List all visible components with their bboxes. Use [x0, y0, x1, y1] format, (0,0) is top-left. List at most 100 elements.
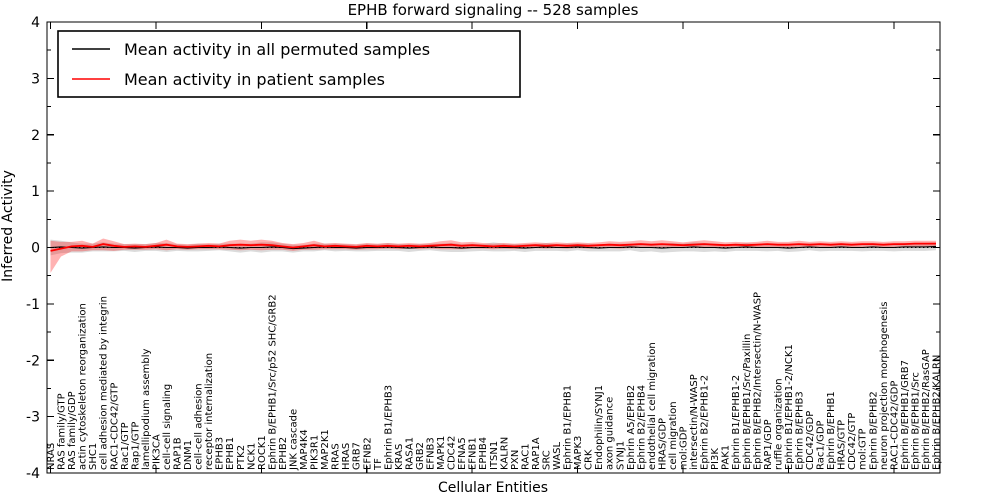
entity-label: EPHB2 [278, 437, 289, 470]
y-tick-label: 4 [31, 15, 40, 31]
entity-label: HRAS/GTP [837, 420, 848, 470]
entity-label: Ephrin B/EPHB1/GRB7 [900, 360, 911, 470]
entity-label: Ephrin B1/EPHB3 [383, 385, 394, 470]
entity-label: MAPK3 [573, 436, 584, 470]
entity-label: MAP2K1 [320, 429, 331, 470]
entity-label: ROCK1 [257, 435, 268, 470]
entity-label: RAS family/GDP [67, 391, 78, 470]
entity-label: CDC42/GTP [847, 413, 858, 470]
entity-label: Endophilin/SYNJ1 [594, 385, 605, 470]
entity-label: cell adhesion mediated by integrin [99, 296, 110, 470]
entity-label: NCK1 [246, 443, 257, 470]
entity-label: Ephrin B/EPHB2 [868, 391, 879, 470]
entity-label: neuron projection morphogenesis [879, 302, 890, 470]
entity-label: HRAS/GDP [657, 418, 668, 470]
x-entity-labels: NRAS RAS family/GTP RAS family/GDP actin cy… [46, 292, 943, 471]
entity-label: NRAS [46, 443, 57, 470]
entity-label: Ephrin B/EPHB2/Intersectin/N-WASP [752, 292, 763, 470]
entity-label: Ephrin B1/EPHB1-2 [731, 375, 742, 470]
entity-label: TF [373, 458, 384, 471]
entity-label: PXN [510, 450, 521, 470]
y-tick-label: -4 [26, 466, 40, 482]
entity-label: ruffle organization [773, 378, 784, 470]
entity-label: endothelial cell migration [647, 342, 658, 470]
entity-label: EPHB1 [225, 437, 236, 470]
entity-label: CDC42 [447, 436, 458, 470]
permuted-band [50, 239, 936, 256]
entity-label: RRAS [331, 443, 342, 470]
entity-label: Ephrin B/EPHB1/Src/p52 SHC/GRB2 [267, 294, 278, 470]
y-axis-label: Inferred Activity [0, 170, 16, 282]
entity-label: ITSN1 [489, 441, 500, 470]
entity-label: Ephrin B/EPHB2/KALRN [932, 355, 943, 470]
legend-label-permuted: Mean activity in all permuted samples [124, 40, 430, 59]
axis-ticks [47, 21, 940, 474]
entity-label: HRAS [341, 443, 352, 470]
entity-label: Rac1/GTP [120, 422, 131, 470]
entity-label: Ephrin B1/EPHB1-2/NCK1 [784, 344, 795, 470]
entity-label: RAP1/GDP [763, 419, 774, 470]
entity-label: GRB2 [415, 442, 426, 470]
entity-label: Ephrin B1/EPHB1 [563, 385, 574, 470]
entity-label: Rac1/GDP [816, 420, 827, 470]
entity-label: EPHB4 [478, 437, 489, 470]
entity-label: cell migration [668, 401, 679, 470]
entity-label: RAP1A [531, 437, 542, 470]
entity-label: PTK2 [236, 445, 247, 470]
entity-label: JNK cascade [288, 409, 299, 471]
entity-label: actin cytoskeleton reorganization [78, 303, 89, 470]
y-tick-label: 2 [31, 128, 40, 144]
entity-label: PAK1 [721, 445, 732, 470]
y-tick-label: -2 [26, 353, 40, 369]
entity-label: CDC42/GDP [805, 411, 816, 470]
entity-label: MAPK1 [436, 436, 447, 470]
y-tick-label: 1 [31, 184, 40, 200]
entity-label: RASA1 [404, 437, 415, 470]
entity-label: WASL [552, 441, 563, 470]
entity-label: SYNJ1 [615, 441, 626, 470]
entity-label: RAS family/GTP [57, 393, 68, 470]
x-axis-label: Cellular Entities [438, 480, 548, 496]
entity-label: Ephrin B/EPHB1/Src/Paxillin [742, 334, 753, 470]
entity-label: RAC1-CDC42/GTP [109, 383, 120, 470]
entity-label: PIK3CA [151, 434, 162, 470]
entity-label: EFNB2 [362, 437, 373, 470]
entity-label: EFNA5 [457, 437, 468, 470]
entity-label: GRB7 [352, 442, 363, 470]
entity-label: Ephrin B2/EPHB1-2 [700, 375, 711, 470]
entity-label: RAP1B [173, 437, 184, 470]
y-tick-label: 0 [31, 241, 40, 257]
entity-label: EFNB1 [468, 437, 479, 470]
entity-label: MAP4K4 [299, 429, 310, 470]
y-tick-label: -1 [26, 297, 40, 313]
y-tick-label: -3 [26, 410, 40, 426]
entity-label: PI3K [710, 448, 721, 470]
entity-label: axon guidance [605, 397, 616, 470]
entity-label: Ephrin B/EPHB1/Src [910, 372, 921, 470]
legend-label-patient: Mean activity in patient samples [124, 70, 385, 89]
entity-label: EPHB3 [215, 437, 226, 470]
entity-label: PIK3R1 [310, 435, 321, 470]
entity-label: CRK [584, 449, 595, 470]
entity-label: Rap1/GTP [130, 422, 141, 470]
entity-label: receptor internalization [204, 353, 215, 470]
entity-label: Ephrin B2/EPHB4 [636, 385, 647, 470]
entity-label: mol:GDP [679, 427, 690, 471]
legend-box [57, 30, 521, 98]
y-tick-label: 3 [31, 71, 40, 87]
entity-label: KRAS [394, 444, 405, 470]
series-lines [47, 242, 940, 252]
entity-label: EFNB3 [426, 437, 437, 470]
entity-label: lamellipodium assembly [141, 348, 152, 470]
entity-label: DNM1 [183, 440, 194, 470]
legend: Mean activity in all permuted samples Me… [57, 30, 521, 98]
entity-label: cell-cell adhesion [194, 383, 205, 470]
entity-label: Ephrin B/EPHB1 [826, 391, 837, 470]
entity-label: cell-cell signaling [162, 384, 173, 470]
patient-mean-line [50, 242, 936, 252]
y-tick-labels: -4 -3 -2 -1 0 1 2 3 4 [26, 15, 40, 482]
entity-label: Ephrin B/EPHB2/RasGAP [921, 349, 932, 470]
entity-label: Ephrin A5/EPHB2 [626, 385, 637, 470]
